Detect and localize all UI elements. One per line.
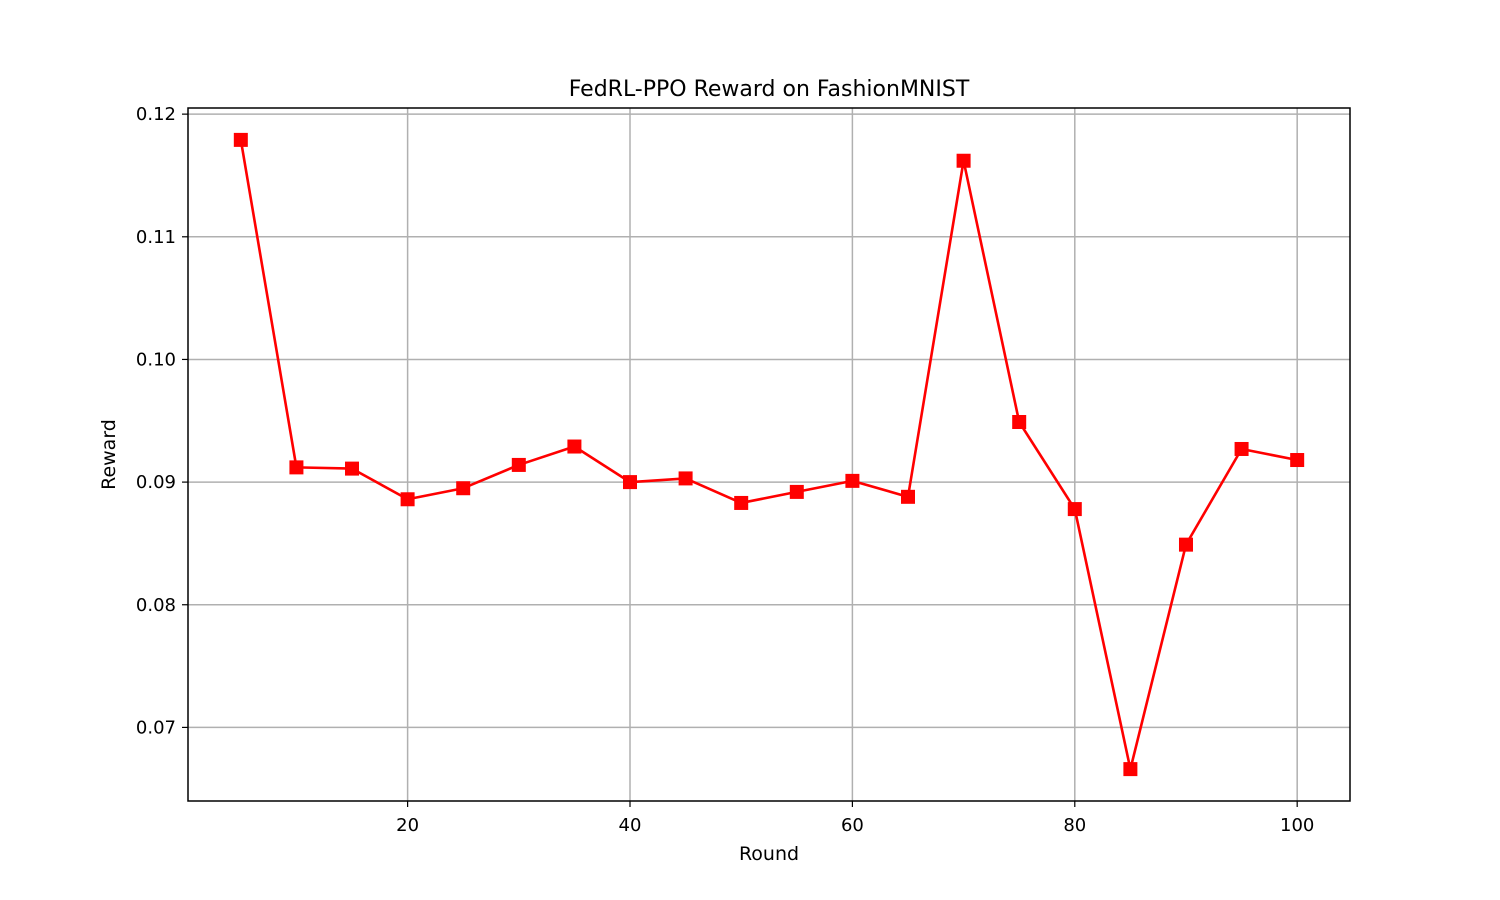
data-point <box>1012 415 1027 429</box>
series-line <box>239 139 1298 771</box>
y-tick-label: 0.08 <box>136 595 176 616</box>
data-point <box>289 460 304 475</box>
y-tick-label: 0.11 <box>136 227 176 248</box>
data-point <box>623 475 637 490</box>
data-point <box>734 495 749 510</box>
data-point <box>956 153 971 168</box>
x-tick-label: 100 <box>1280 815 1314 836</box>
data-point <box>901 489 915 504</box>
y-tick-label: 0.07 <box>136 717 176 738</box>
data-point <box>1123 762 1138 777</box>
data-point <box>1178 537 1193 552</box>
data-point <box>345 461 360 476</box>
series-layer <box>233 132 1305 777</box>
data-point <box>678 471 693 486</box>
data-point <box>567 439 582 454</box>
y-axis-label: Reward <box>98 419 120 490</box>
plot-frame <box>187 107 1351 802</box>
data-point <box>511 457 526 472</box>
axis-ticks: 20 40 60 80 100 0.07 0.08 0.09 0.10 0.11 0.12 <box>136 104 1314 836</box>
x-tick-label: 40 <box>619 815 642 836</box>
x-tick-label: 80 <box>1063 815 1086 836</box>
data-point <box>233 132 248 147</box>
y-tick-label: 0.09 <box>136 472 176 493</box>
x-tick-label: 60 <box>841 815 864 836</box>
x-axis-label: Round <box>739 843 799 865</box>
y-tick-label: 0.10 <box>136 349 176 370</box>
data-point <box>789 484 804 499</box>
data-point <box>1234 441 1249 456</box>
data-point <box>845 473 860 488</box>
x-tick-label: 20 <box>396 815 419 836</box>
data-point <box>1290 453 1305 468</box>
data-point <box>456 481 471 496</box>
data-point <box>400 492 415 507</box>
y-tick-label: 0.12 <box>136 104 176 125</box>
chart-title: FedRL-PPO Reward on FashionMNIST <box>569 77 970 102</box>
data-point <box>1067 502 1082 517</box>
